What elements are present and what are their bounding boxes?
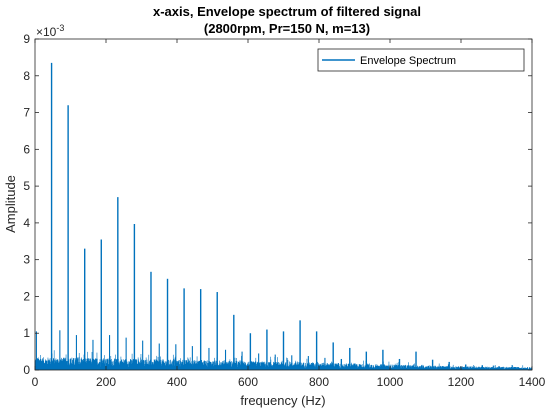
y-exponent-label: ×10-3 (36, 23, 64, 39)
y-tick-label-1: 1 (23, 326, 30, 340)
y-tick-label-8: 8 (23, 69, 30, 83)
x-tick-label-4: 800 (309, 375, 329, 389)
plot-area: 0 200 400 600 800 1000 1200 1400 0 1 2 3 4 5 6 7 8 9 (23, 32, 545, 389)
plot-frame (34, 38, 533, 371)
y-tick-label-0: 0 (23, 363, 30, 377)
x-tick-label-0: 0 (32, 375, 39, 389)
x-axis-ticks: 0 200 400 600 800 1000 1200 1400 (32, 39, 546, 389)
y-exponent-power: -3 (56, 23, 64, 33)
y-tick-label-5: 5 (23, 179, 30, 193)
spectrum-series (34, 62, 533, 370)
plot-background (35, 39, 532, 370)
legend-entry: Envelope Spectrum (360, 55, 456, 67)
y-tick-label-6: 6 (23, 142, 30, 156)
y-tick-label-2: 2 (23, 289, 30, 303)
x-tick-label-1: 200 (96, 375, 116, 389)
x-tick-label-5: 1000 (377, 375, 404, 389)
x-tick-label-2: 400 (167, 375, 187, 389)
x-tick-label-6: 1200 (448, 375, 475, 389)
x-tick-label-3: 600 (238, 375, 258, 389)
y-tick-label-7: 7 (23, 106, 30, 120)
y-tick-label-9: 9 (23, 32, 30, 46)
x-axis-label: frequency (Hz) (240, 393, 325, 408)
chart-title: x-axis, Envelope spectrum of filtered si… (153, 4, 421, 19)
y-axis-label: Amplitude (3, 175, 18, 233)
legend: Envelope Spectrum (317, 48, 525, 72)
y-tick-label-3: 3 (23, 253, 30, 267)
x-tick-label-7: 1400 (519, 375, 546, 389)
legend-box (317, 48, 525, 72)
chart-subtitle: (2800rpm, Pr=150 N, m=13) (204, 21, 370, 36)
y-exponent-base: ×10 (36, 25, 57, 39)
y-tick-label-4: 4 (23, 216, 30, 230)
y-axis-ticks: 0 1 2 3 4 5 6 7 8 9 (23, 32, 532, 377)
